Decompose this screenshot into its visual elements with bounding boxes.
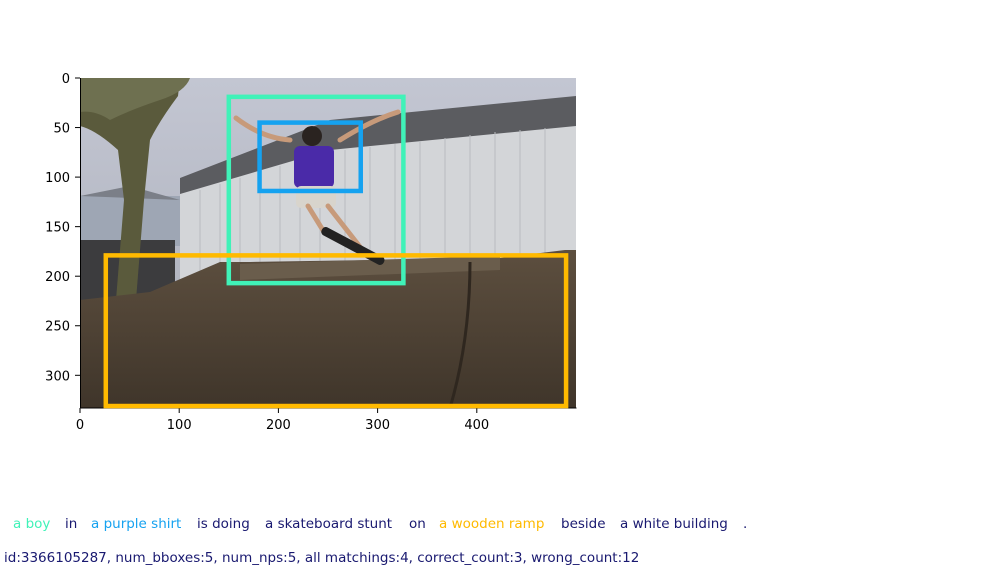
photo-tree-foliage xyxy=(80,78,190,120)
y-tick-label: 0 xyxy=(62,72,70,87)
y-tick-label: 250 xyxy=(45,320,70,335)
y-ticks: 0 50 100 150 200 250 300 xyxy=(45,72,80,384)
caption-phrase: a purple shirt xyxy=(91,516,182,532)
caption-phrase: a boy xyxy=(13,516,51,532)
caption-phrase: . xyxy=(743,516,748,532)
caption-phrase: in xyxy=(65,516,78,532)
caption-phrase: beside xyxy=(561,516,606,532)
caption-phrase: a white building xyxy=(620,516,728,532)
photo-ramp-top xyxy=(240,256,500,280)
x-ticks: 0 100 200 300 400 xyxy=(76,408,489,433)
skater-head xyxy=(302,126,322,146)
x-tick-label: 100 xyxy=(167,418,192,433)
photo-skater xyxy=(233,109,401,265)
photo xyxy=(80,78,576,408)
photo-tree xyxy=(80,78,180,300)
x-tick-label: 400 xyxy=(464,418,489,433)
y-tick-label: 50 xyxy=(53,122,70,137)
caption-phrase: a skateboard stunt xyxy=(265,516,393,532)
skater-shirt xyxy=(294,146,334,188)
caption-phrase: is doing xyxy=(197,516,250,532)
x-tick-label: 0 xyxy=(76,418,84,433)
info-line: id:3366105287, num_bboxes:5, num_nps:5, … xyxy=(4,550,640,566)
bbox-a-wooden-ramp xyxy=(103,253,569,409)
y-tick-label: 200 xyxy=(45,270,70,285)
x-tick-label: 200 xyxy=(266,418,291,433)
photo-ramp xyxy=(80,250,576,408)
y-tick-label: 300 xyxy=(45,369,70,384)
y-tick-label: 100 xyxy=(45,171,70,186)
caption-phrase: a wooden ramp xyxy=(439,516,545,532)
figure: 0 100 200 300 400 0 50 100 150 200 250 300 xyxy=(45,72,577,433)
photo-ramp-curve xyxy=(448,261,472,408)
skater-arm-left xyxy=(233,115,293,143)
caption: a boy in a purple shirt is doing a skateboar… xyxy=(0,516,1000,538)
caption-phrase: on xyxy=(409,516,426,532)
y-tick-label: 150 xyxy=(45,221,70,236)
bounding-boxes xyxy=(103,94,569,409)
bbox-a-boy xyxy=(226,94,406,286)
x-tick-label: 300 xyxy=(365,418,390,433)
bbox-a-purple-shirt xyxy=(257,120,363,194)
skater-arm-right xyxy=(337,109,401,143)
